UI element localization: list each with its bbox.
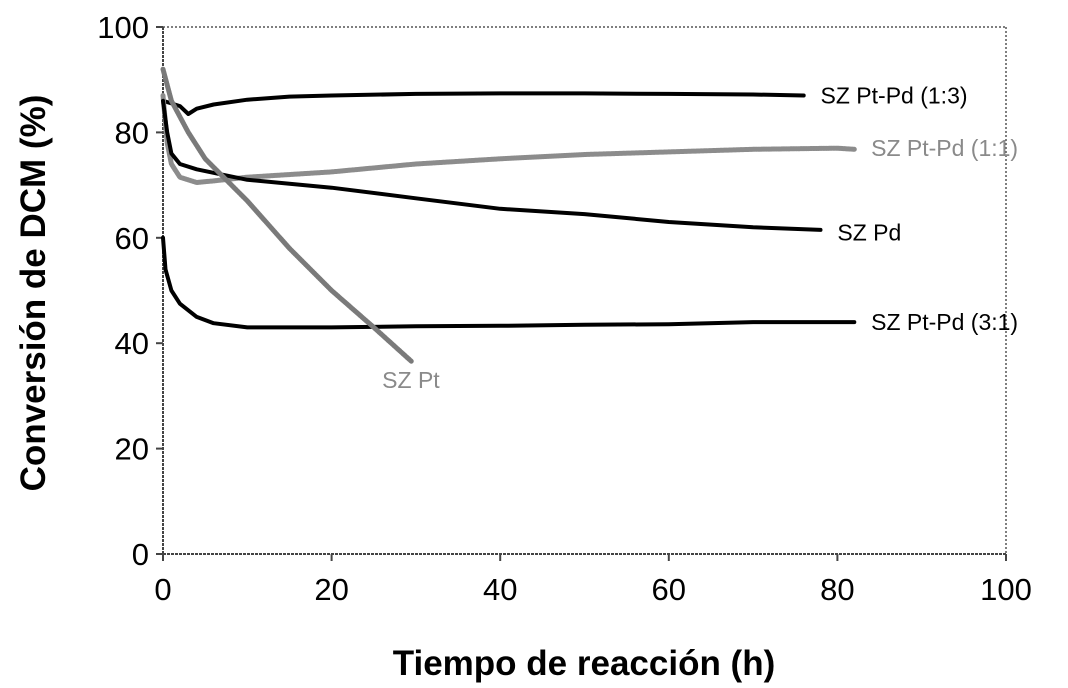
series-line-sz-pt (160, 66, 415, 365)
axes: 0 20 40 60 80 100 0 20 40 60 80 100 (97, 10, 1032, 607)
y-tick-label: 20 (115, 432, 149, 467)
x-tick-label: 60 (652, 572, 686, 607)
y-tick-label: 100 (97, 10, 149, 45)
series-labels: SZ Pt-Pd (1:3) SZ Pt-Pd (1:1) SZ Pd SZ Pt-P… (382, 83, 1018, 394)
y-tick-label: 0 (132, 537, 149, 572)
series-line-sz-pd (161, 98, 823, 232)
series-line-sz-pt-pd-1-1 (160, 93, 857, 185)
x-tick-label: 20 (314, 572, 348, 607)
x-tick-label: 80 (820, 572, 854, 607)
x-tick-label: 0 (154, 572, 171, 607)
x-axis-title: Tiempo de reacción (h) (393, 644, 776, 683)
y-tick-label: 80 (115, 115, 149, 150)
series-label-sz-pd: SZ Pd (837, 220, 901, 246)
x-tick-label: 40 (483, 572, 517, 607)
series-label-sz-pt-pd-3-1: SZ Pt-Pd (3:1) (871, 309, 1018, 335)
series-label-sz-pt: SZ Pt (382, 367, 440, 393)
series-layer (160, 66, 857, 365)
series-label-sz-pt-pd-1-3: SZ Pt-Pd (1:3) (821, 83, 968, 109)
x-tick-label: 100 (980, 572, 1032, 607)
y-tick-label: 40 (115, 326, 149, 361)
series-line-sz-pt-pd-3-1 (161, 235, 857, 330)
y-tick-label: 60 (115, 221, 149, 256)
series-line-sz-pt-pd-1-3 (161, 91, 806, 116)
y-axis-title: Conversión de DCM (%) (14, 95, 53, 492)
series-label-sz-pt-pd-1-1: SZ Pt-Pd (1:1) (871, 135, 1018, 161)
